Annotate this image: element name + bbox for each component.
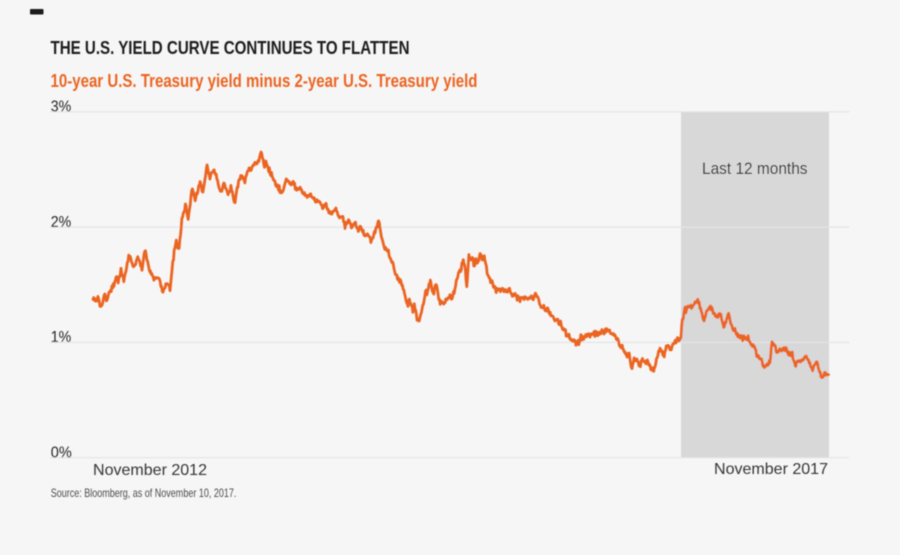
svg-text:0%: 0% (51, 444, 72, 461)
svg-text:Source: Bloomberg, as of Novem: Source: Bloomberg, as of November 10, 20… (51, 486, 237, 500)
svg-text:3%: 3% (51, 98, 72, 115)
svg-text:Last 12 months: Last 12 months (702, 159, 808, 178)
svg-text:THE U.S. YIELD CURVE CONTINUES: THE U.S. YIELD CURVE CONTINUES TO FLATTE… (51, 38, 410, 58)
svg-text:1%: 1% (51, 329, 72, 346)
svg-text:10-year U.S. Treasury yield mi: 10-year U.S. Treasury yield minus 2-year… (51, 71, 478, 91)
svg-text:2%: 2% (51, 214, 72, 231)
svg-text:November 2012: November 2012 (93, 462, 207, 479)
svg-text:November 2017: November 2017 (714, 461, 828, 478)
